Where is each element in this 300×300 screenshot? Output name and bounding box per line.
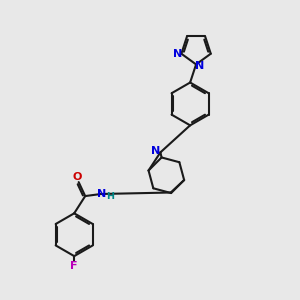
- Text: F: F: [70, 261, 78, 271]
- Text: O: O: [73, 172, 82, 182]
- Text: N: N: [97, 189, 106, 199]
- Text: N: N: [151, 146, 160, 156]
- Text: N: N: [173, 49, 182, 59]
- Text: H: H: [106, 192, 115, 201]
- Text: N: N: [195, 61, 205, 71]
